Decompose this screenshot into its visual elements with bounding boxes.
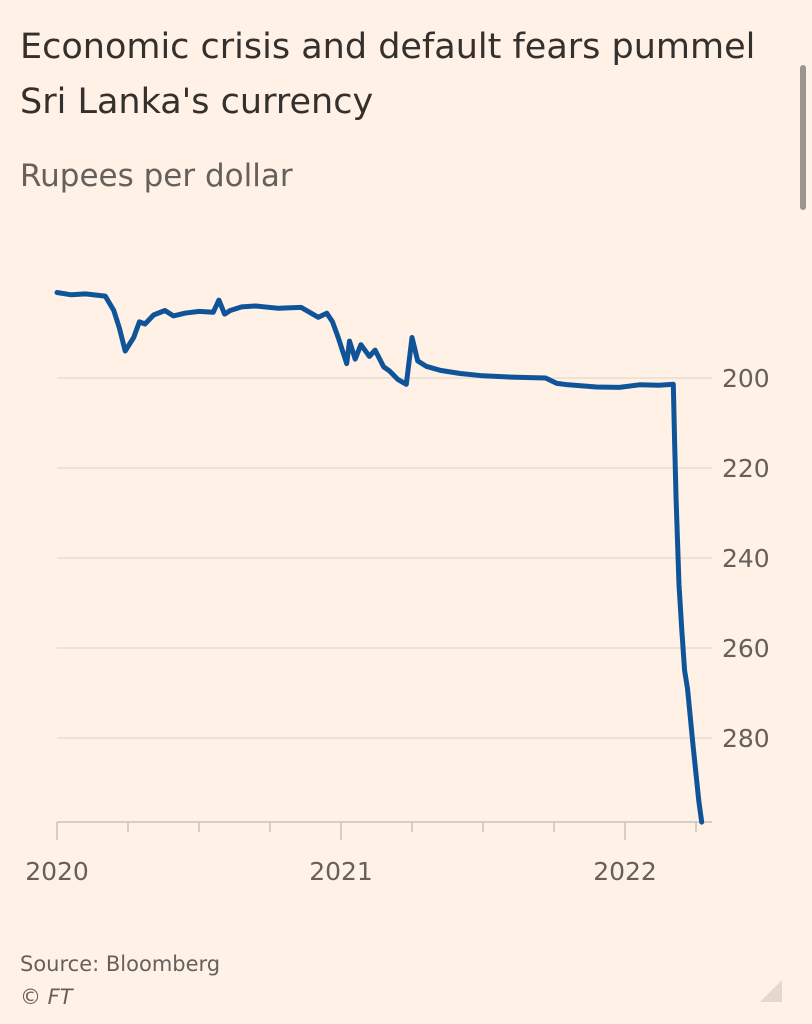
x-tick-label: 2020	[25, 857, 89, 886]
copyright-note: © FT	[20, 985, 73, 1009]
series-line-lkr-per-usd	[54, 290, 705, 825]
scrollbar[interactable]	[800, 65, 806, 210]
y-tick-label: 200	[722, 364, 770, 393]
source-note: Source: Bloomberg	[20, 952, 221, 976]
y-tick-label: 280	[722, 724, 770, 753]
x-tick-label: 2021	[309, 857, 373, 886]
y-tick-label: 240	[722, 544, 770, 573]
resize-handle-icon[interactable]	[760, 980, 782, 1002]
chart-subtitle: Rupees per dollar	[20, 158, 293, 194]
x-tick-label: 2022	[593, 857, 657, 886]
chart-title: Economic crisis and default fears pummel…	[20, 27, 756, 122]
y-tick-label: 220	[722, 454, 770, 483]
y-tick-label: 260	[722, 634, 770, 663]
